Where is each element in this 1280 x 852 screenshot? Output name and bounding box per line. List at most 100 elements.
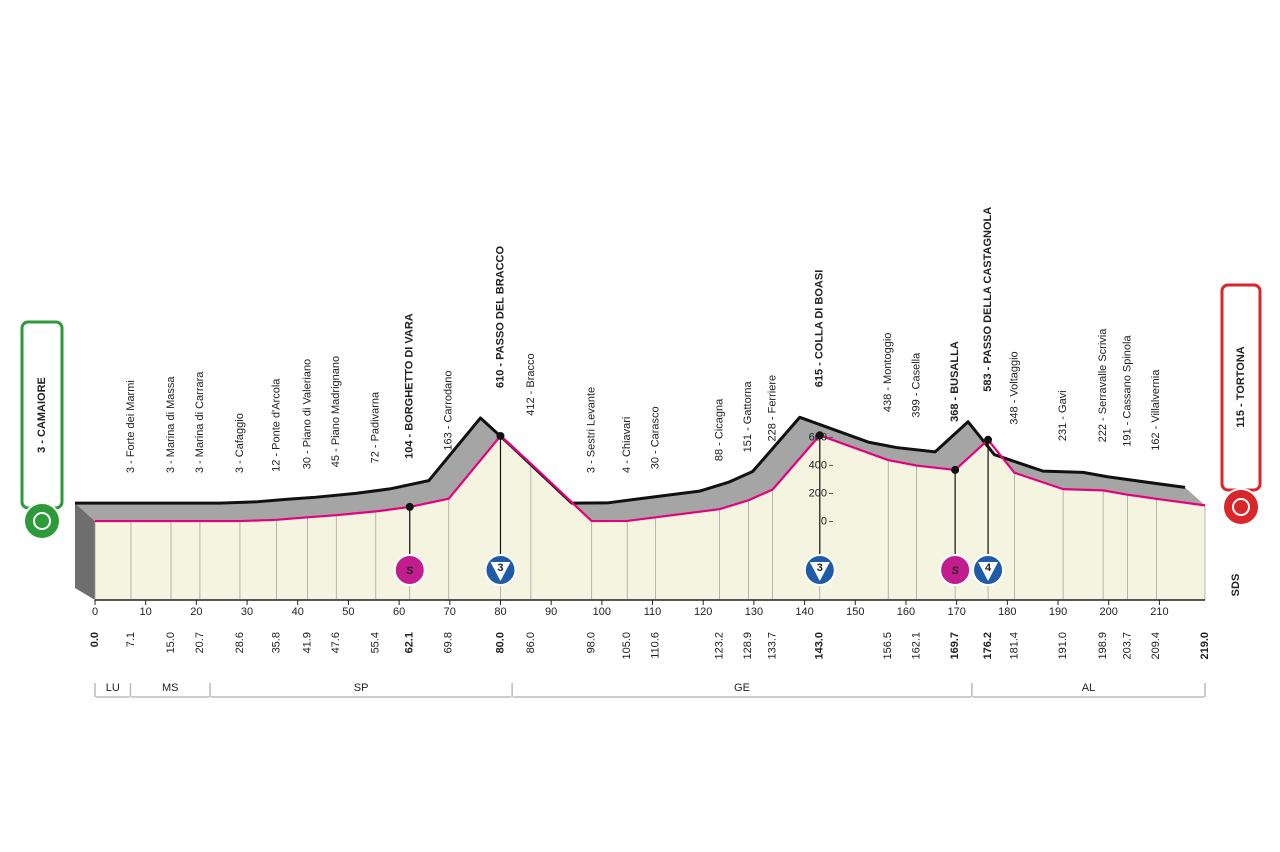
waypoint-label: 3 - Forte dei Marmi	[125, 380, 137, 473]
km-label: 35.8	[270, 632, 282, 653]
start-label: 3 - CAMAIORE	[36, 377, 48, 453]
region-label: SP	[354, 682, 369, 694]
km-label: 86.0	[525, 632, 537, 653]
km-label: 80.0	[494, 632, 506, 653]
waypoint-label: 45 - Piano Madrignano	[330, 356, 342, 467]
x-tick-label: 180	[998, 606, 1016, 618]
profile-line	[95, 434, 1206, 523]
waypoint-label: 163 - Carrodano	[443, 371, 455, 451]
climb-category: 3	[497, 562, 503, 574]
marker-dot	[951, 465, 960, 474]
y-tick-label: 400	[809, 459, 827, 471]
km-label: 41.9	[301, 632, 313, 653]
sprint-icon	[939, 554, 972, 586]
x-tick-label: 10	[140, 606, 152, 618]
x-tick-label: 140	[795, 606, 813, 618]
waypoint-label: 72 - Padivarna	[370, 391, 382, 463]
climb-triangle	[809, 562, 830, 581]
waypoint-label: 228 - Ferriere	[767, 375, 779, 442]
finish-icon-wheel	[1232, 498, 1250, 516]
x-tick-label: 190	[1049, 606, 1067, 618]
start-icon	[23, 502, 61, 540]
waypoint-label: 104 - BORGHETTO DI VARA	[404, 313, 416, 459]
waypoint-label: 399 - Casella	[911, 352, 923, 418]
km-label: 162.1	[911, 632, 923, 660]
waypoint-label: 222 - Serravalle Scrivia	[1097, 328, 1109, 443]
km-label: 198.9	[1097, 632, 1109, 660]
x-tick-label: 90	[545, 606, 557, 618]
waypoint-label: 615 - COLLA DI BOASI	[814, 270, 826, 388]
waypoint-label: 610 - PASSO DEL BRACCO	[494, 246, 506, 388]
sprint-icon	[393, 554, 426, 586]
waypoint-label: 3 - Marina di Massa	[165, 376, 177, 473]
waypoint-label: 3 - Sestri Levante	[586, 387, 598, 473]
km-label: 15.0	[165, 632, 177, 653]
marker-dot	[496, 431, 505, 440]
km-label: 20.7	[194, 632, 206, 653]
climb-category: 3	[817, 562, 823, 574]
y-tick-label: 200	[809, 487, 827, 499]
x-tick-label: 0	[92, 606, 98, 618]
x-tick-label: 100	[593, 606, 611, 618]
km-label: 133.7	[767, 632, 779, 660]
x-tick-label: 170	[947, 606, 965, 618]
waypoint-label: 88 - Cicagna	[713, 398, 725, 461]
brand: SDS	[1230, 574, 1242, 597]
km-label: 0.0	[89, 632, 101, 647]
waypoint-label: 231 - Gavi	[1057, 390, 1069, 441]
x-tick-label: 20	[190, 606, 202, 618]
km-label: 219.0	[1199, 632, 1211, 660]
x-tick-label: 130	[745, 606, 763, 618]
start-icon-wheel	[33, 512, 51, 530]
km-label: 7.1	[125, 632, 137, 647]
marker-dot	[815, 431, 824, 440]
climb-category: 4	[985, 562, 992, 574]
km-label: 110.6	[649, 632, 661, 659]
x-tick-label: 80	[494, 606, 506, 618]
finish-icon	[1222, 488, 1260, 526]
km-label: 143.0	[814, 632, 826, 660]
km-label: 176.2	[982, 632, 994, 660]
waypoint-label: 30 - Piano di Valeriano	[301, 359, 313, 469]
km-label: 209.4	[1150, 632, 1162, 660]
finish-label: 115 - TORTONA	[1235, 346, 1247, 428]
climb-triangle	[978, 562, 999, 581]
x-tick-label: 150	[846, 606, 864, 618]
front-face	[95, 435, 1205, 600]
x-tick-label: 110	[644, 606, 662, 618]
km-label: 169.7	[949, 632, 961, 660]
x-tick-label: 120	[694, 606, 712, 618]
waypoint-label: 583 - PASSO DELLA CASTAGNOLA	[982, 207, 994, 392]
km-label: 105.0	[621, 632, 633, 660]
km-label: 98.0	[586, 632, 598, 653]
region-label: MS	[162, 682, 179, 694]
waypoint-label: 151 - Gattorna	[742, 381, 754, 453]
region-label: GE	[734, 682, 750, 694]
sprint-label: S	[406, 565, 414, 577]
km-label: 62.1	[404, 632, 416, 653]
marker-dot	[405, 502, 414, 511]
waypoint-label: 30 - Carasco	[649, 406, 661, 469]
km-label: 156.5	[882, 632, 894, 660]
region-label: AL	[1082, 682, 1095, 694]
km-label: 181.4	[1008, 632, 1020, 660]
km-label: 203.7	[1121, 632, 1133, 660]
km-label: 191.0	[1057, 632, 1069, 660]
x-tick-label: 70	[444, 606, 456, 618]
x-tick-label: 40	[292, 606, 304, 618]
waypoint-label: 368 - BUSALLA	[949, 341, 961, 422]
x-tick-label: 210	[1150, 606, 1168, 618]
waypoint-label: 162 - Villalvernia	[1150, 369, 1162, 451]
waypoint-label: 12 - Ponte d'Arcola	[270, 378, 282, 472]
waypoint-label: 3 - Marina di Carrara	[194, 371, 206, 473]
x-tick-label: 50	[342, 606, 354, 618]
x-tick-label: 30	[241, 606, 253, 618]
km-label: 28.6	[234, 632, 246, 653]
x-tick-label: 200	[1100, 606, 1118, 618]
waypoint-label: 348 - Voltaggio	[1008, 351, 1020, 424]
region-label: LU	[106, 682, 120, 694]
km-label: 55.4	[370, 632, 382, 653]
waypoint-label: 191 - Cassano Spinola	[1121, 335, 1133, 447]
km-label: 47.6	[330, 632, 342, 653]
